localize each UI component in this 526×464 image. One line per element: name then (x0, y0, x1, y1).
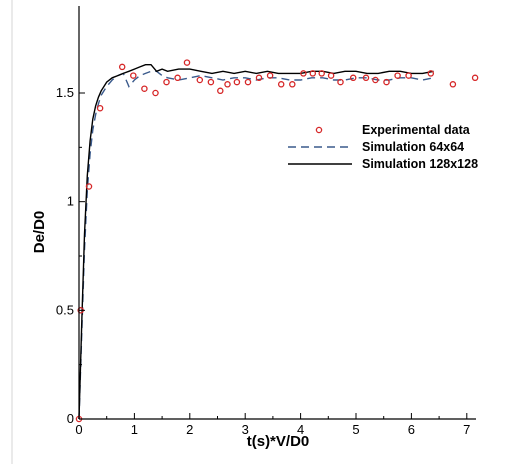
data-point-experimental (405, 72, 412, 79)
x-tick-label: 5 (352, 422, 359, 437)
data-point-experimental (217, 87, 224, 95)
y-tick-label: 0.5 (56, 302, 74, 317)
data-point-experimental (266, 72, 274, 79)
data-point-experimental (255, 74, 263, 82)
data-point-experimental (244, 78, 252, 86)
y-tick-label: 0 (67, 411, 74, 426)
data-point-experimental (372, 76, 379, 84)
y-ticks: 0 0.5 1 1.5 (56, 85, 85, 426)
data-point-experimental (183, 59, 191, 66)
legend-label-experimental: Experimental data (362, 123, 471, 137)
data-point-experimental (174, 74, 181, 82)
data-point-experimental (318, 70, 325, 77)
data-point-experimental (224, 81, 231, 88)
data-point-experimental (349, 74, 357, 82)
legend: Experimental data Simulation 64x64 Simul… (288, 123, 478, 171)
y-tick-label: 1.5 (56, 85, 74, 100)
data-point-experimental (471, 74, 479, 82)
legend-marker-experimental (315, 126, 323, 134)
data-point-experimental (130, 72, 137, 79)
x-ticks: 0 1 2 3 4 5 6 7 (75, 413, 470, 437)
x-axis-label: t(s)*V/D0 (247, 433, 310, 450)
data-point-experimental (394, 72, 401, 79)
data-point-experimental (207, 78, 215, 86)
legend-label-sim64: Simulation 64x64 (362, 140, 464, 154)
data-point-experimental (362, 74, 370, 82)
x-tick-label: 7 (463, 422, 470, 437)
data-point-experimental (337, 78, 344, 86)
x-tick-label: 4 (297, 422, 304, 437)
x-tick-label: 3 (242, 422, 249, 437)
series-line-sim128 (78, 63, 434, 420)
data-point-experimental (383, 78, 390, 86)
plot-area (75, 59, 479, 423)
data-point-experimental (118, 63, 126, 71)
data-point-experimental (277, 81, 285, 88)
x-tick-label: 1 (131, 422, 138, 437)
data-point-experimental (449, 81, 457, 88)
x-tick-label: 6 (408, 422, 415, 437)
data-point-experimental (152, 89, 159, 97)
axes (78, 6, 476, 420)
y-tick-label: 1 (67, 194, 74, 209)
data-point-experimental (327, 72, 335, 79)
data-point-experimental (300, 70, 307, 77)
series-line-sim64 (78, 70, 434, 420)
data-point-experimental (289, 81, 296, 88)
x-tick-label: 2 (186, 422, 193, 437)
x-tick-label: 0 (75, 422, 82, 437)
data-point-experimental (141, 85, 148, 92)
data-point-experimental (427, 70, 435, 77)
data-point-experimental (163, 78, 170, 86)
y-axis-label: De/D0 (31, 211, 48, 254)
data-point-experimental (96, 104, 104, 112)
data-point-experimental (196, 76, 204, 84)
legend-label-sim128: Simulation 128x128 (362, 157, 478, 171)
data-point-experimental (309, 70, 317, 77)
data-point-experimental (233, 78, 241, 86)
data-point-experimental (85, 183, 93, 190)
